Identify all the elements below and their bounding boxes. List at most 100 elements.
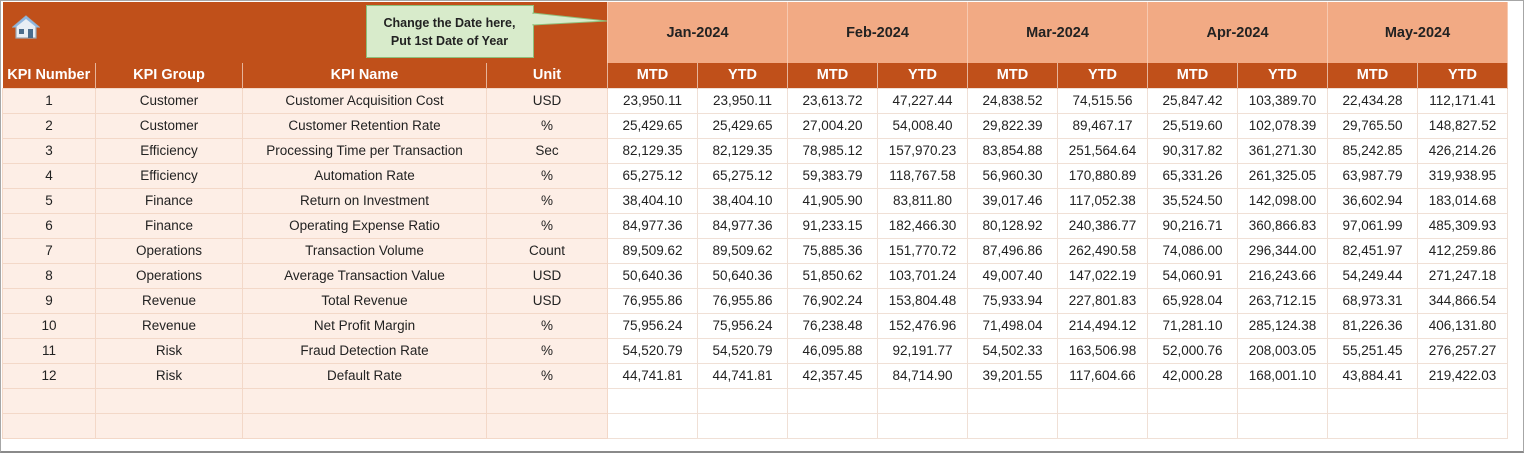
mtd-cell[interactable]: 87,496.86 xyxy=(967,237,1058,264)
mtd-cell[interactable]: 54,249.44 xyxy=(1327,262,1418,289)
ytd-cell[interactable]: 54,520.79 xyxy=(697,337,788,364)
ytd-cell[interactable]: 168,001.10 xyxy=(1237,362,1328,389)
ytd-cell[interactable]: 182,466.30 xyxy=(877,212,968,239)
unit-cell[interactable]: Sec xyxy=(486,137,608,164)
ytd-cell[interactable]: 361,271.30 xyxy=(1237,137,1328,164)
ytd-cell[interactable]: 219,422.03 xyxy=(1417,362,1508,389)
kpi-name-cell[interactable]: Default Rate xyxy=(242,362,487,389)
mtd-cell[interactable]: 35,524.50 xyxy=(1147,187,1238,214)
ytd-cell[interactable]: 142,098.00 xyxy=(1237,187,1328,214)
ytd-cell[interactable]: 276,257.27 xyxy=(1417,337,1508,364)
ytd-cell[interactable]: 227,801.83 xyxy=(1057,287,1148,314)
mtd-cell[interactable]: 97,061.99 xyxy=(1327,212,1418,239)
ytd-cell[interactable]: 216,243.66 xyxy=(1237,262,1328,289)
mtd-cell[interactable]: 80,128.92 xyxy=(967,212,1058,239)
mtd-cell[interactable]: 82,451.97 xyxy=(1327,237,1418,264)
empty-cell[interactable] xyxy=(242,387,487,414)
mtd-cell[interactable]: 23,950.11 xyxy=(607,87,698,114)
mtd-cell[interactable]: 76,238.48 xyxy=(787,312,878,339)
mtd-cell[interactable]: 81,226.36 xyxy=(1327,312,1418,339)
empty-cell[interactable] xyxy=(486,387,608,414)
empty-cell[interactable] xyxy=(1147,412,1238,439)
kpi-group-cell[interactable]: Operations xyxy=(95,237,243,264)
kpi-group-cell[interactable]: Revenue xyxy=(95,287,243,314)
ytd-cell[interactable]: 485,309.93 xyxy=(1417,212,1508,239)
ytd-cell[interactable]: 251,564.64 xyxy=(1057,137,1148,164)
empty-cell[interactable] xyxy=(1237,412,1328,439)
kpi-number-cell[interactable]: 12 xyxy=(2,362,96,389)
empty-cell[interactable] xyxy=(1147,387,1238,414)
ytd-cell[interactable]: 183,014.68 xyxy=(1417,187,1508,214)
ytd-cell[interactable]: 50,640.36 xyxy=(697,262,788,289)
mtd-cell[interactable]: 25,847.42 xyxy=(1147,87,1238,114)
ytd-cell[interactable]: 44,741.81 xyxy=(697,362,788,389)
unit-cell[interactable]: % xyxy=(486,187,608,214)
mtd-cell[interactable]: 44,741.81 xyxy=(607,362,698,389)
kpi-group-cell[interactable]: Efficiency xyxy=(95,137,243,164)
empty-cell[interactable] xyxy=(607,412,698,439)
ytd-cell[interactable]: 47,227.44 xyxy=(877,87,968,114)
empty-cell[interactable] xyxy=(967,387,1058,414)
ytd-cell[interactable]: 92,191.77 xyxy=(877,337,968,364)
mtd-cell[interactable]: 68,973.31 xyxy=(1327,287,1418,314)
kpi-number-cell[interactable]: 1 xyxy=(2,87,96,114)
mtd-cell[interactable]: 22,434.28 xyxy=(1327,87,1418,114)
ytd-cell[interactable]: 148,827.52 xyxy=(1417,112,1508,139)
mtd-cell[interactable]: 54,520.79 xyxy=(607,337,698,364)
ytd-cell[interactable]: 112,171.41 xyxy=(1417,87,1508,114)
kpi-number-cell[interactable]: 7 xyxy=(2,237,96,264)
mtd-cell[interactable]: 43,884.41 xyxy=(1327,362,1418,389)
unit-cell[interactable]: Count xyxy=(486,237,608,264)
ytd-cell[interactable]: 84,714.90 xyxy=(877,362,968,389)
unit-cell[interactable]: % xyxy=(486,337,608,364)
ytd-cell[interactable]: 84,977.36 xyxy=(697,212,788,239)
unit-cell[interactable]: % xyxy=(486,362,608,389)
empty-cell[interactable] xyxy=(607,387,698,414)
unit-cell[interactable]: % xyxy=(486,312,608,339)
empty-cell[interactable] xyxy=(877,412,968,439)
ytd-cell[interactable]: 118,767.58 xyxy=(877,162,968,189)
mtd-cell[interactable]: 65,275.12 xyxy=(607,162,698,189)
month-header[interactable]: Jan-2024 xyxy=(607,2,788,63)
kpi-name-cell[interactable]: Fraud Detection Rate xyxy=(242,337,487,364)
unit-cell[interactable]: % xyxy=(486,162,608,189)
ytd-cell[interactable]: 83,811.80 xyxy=(877,187,968,214)
mtd-cell[interactable]: 78,985.12 xyxy=(787,137,878,164)
home-icon[interactable] xyxy=(10,14,41,43)
unit-cell[interactable]: USD xyxy=(486,262,608,289)
ytd-cell[interactable]: 25,429.65 xyxy=(697,112,788,139)
mtd-cell[interactable]: 23,613.72 xyxy=(787,87,878,114)
mtd-cell[interactable]: 42,000.28 xyxy=(1147,362,1238,389)
mtd-cell[interactable]: 75,885.36 xyxy=(787,237,878,264)
empty-cell[interactable] xyxy=(1417,412,1508,439)
ytd-cell[interactable]: 208,003.05 xyxy=(1237,337,1328,364)
ytd-cell[interactable]: 82,129.35 xyxy=(697,137,788,164)
mtd-cell[interactable]: 54,060.91 xyxy=(1147,262,1238,289)
empty-cell[interactable] xyxy=(787,412,878,439)
mtd-cell[interactable]: 84,977.36 xyxy=(607,212,698,239)
kpi-name-cell[interactable]: Total Revenue xyxy=(242,287,487,314)
ytd-cell[interactable]: 151,770.72 xyxy=(877,237,968,264)
unit-cell[interactable]: % xyxy=(486,112,608,139)
ytd-cell[interactable]: 170,880.89 xyxy=(1057,162,1148,189)
mtd-cell[interactable]: 74,086.00 xyxy=(1147,237,1238,264)
empty-cell[interactable] xyxy=(967,412,1058,439)
mtd-cell[interactable]: 83,854.88 xyxy=(967,137,1058,164)
ytd-cell[interactable]: 412,259.86 xyxy=(1417,237,1508,264)
mtd-cell[interactable]: 65,928.04 xyxy=(1147,287,1238,314)
kpi-name-cell[interactable]: Return on Investment xyxy=(242,187,487,214)
mtd-cell[interactable]: 90,216.71 xyxy=(1147,212,1238,239)
empty-cell[interactable] xyxy=(1327,387,1418,414)
ytd-cell[interactable]: 147,022.19 xyxy=(1057,262,1148,289)
ytd-cell[interactable]: 285,124.38 xyxy=(1237,312,1328,339)
ytd-cell[interactable]: 152,476.96 xyxy=(877,312,968,339)
mtd-cell[interactable]: 59,383.79 xyxy=(787,162,878,189)
ytd-cell[interactable]: 240,386.77 xyxy=(1057,212,1148,239)
kpi-group-cell[interactable]: Revenue xyxy=(95,312,243,339)
ytd-cell[interactable]: 103,701.24 xyxy=(877,262,968,289)
mtd-cell[interactable]: 91,233.15 xyxy=(787,212,878,239)
empty-cell[interactable] xyxy=(697,412,788,439)
kpi-number-cell[interactable]: 5 xyxy=(2,187,96,214)
mtd-cell[interactable]: 41,905.90 xyxy=(787,187,878,214)
unit-cell[interactable]: USD xyxy=(486,287,608,314)
